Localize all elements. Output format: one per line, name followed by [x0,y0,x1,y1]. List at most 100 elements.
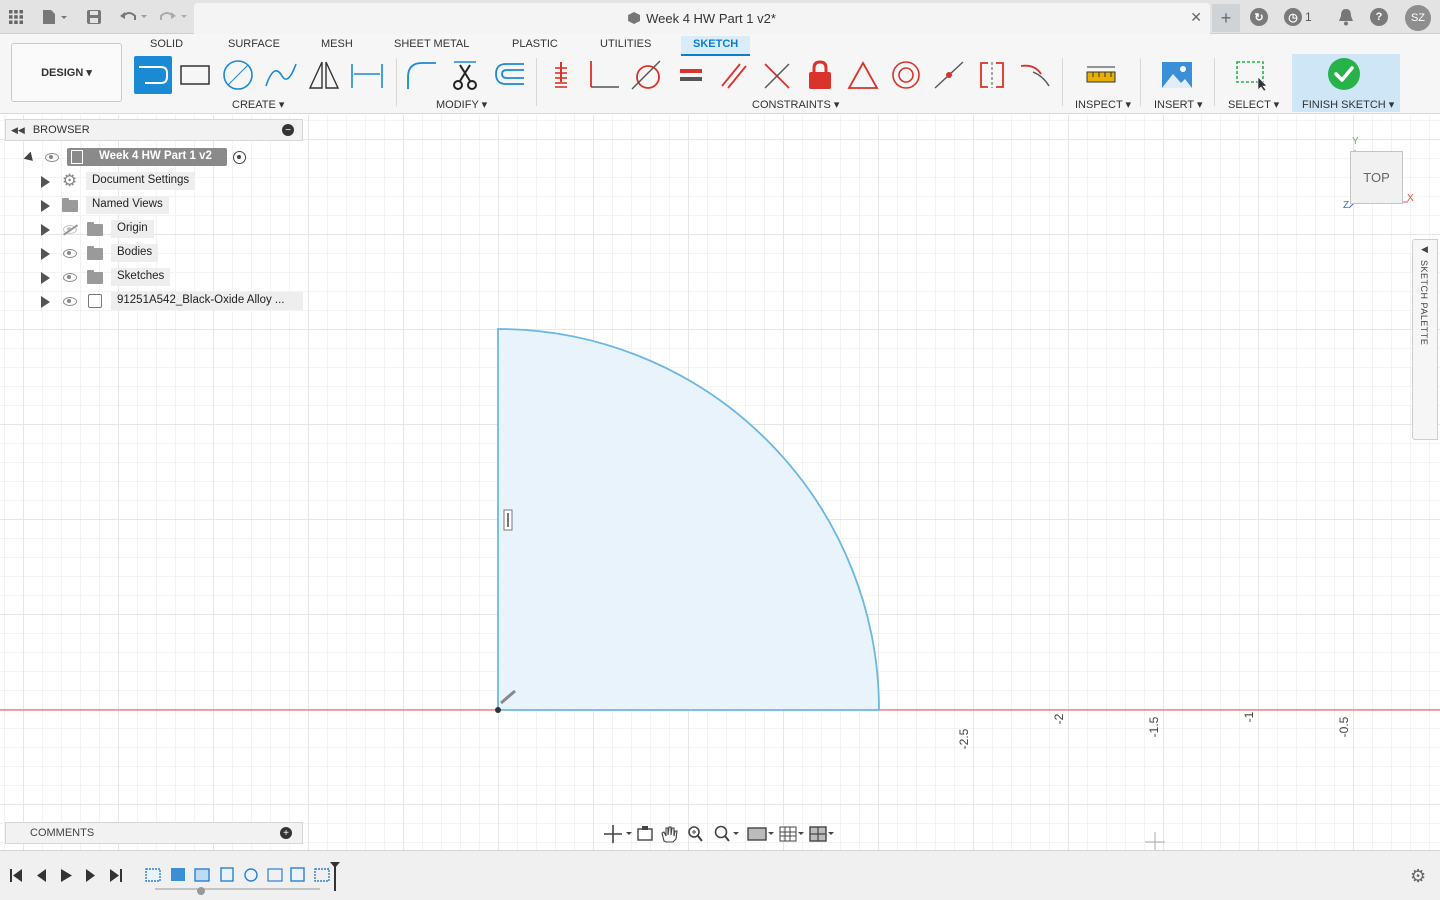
root-label: Week 4 HW Part 1 v2 [99,150,212,162]
visibility-eye-icon[interactable] [63,297,77,306]
timeline-settings-gear-icon[interactable]: ⚙ [1410,866,1427,886]
separator [1062,58,1063,106]
help-icon[interactable]: ? [1370,8,1388,26]
inspect-menu[interactable]: INSPECT ▾ [1075,99,1132,111]
undo-icon[interactable] [118,6,150,28]
save-icon[interactable] [86,6,102,28]
tab-mesh[interactable]: MESH [321,38,353,50]
spline-tool-button[interactable] [262,56,300,94]
expand-triangle-icon[interactable] [41,296,50,308]
insert-image-button[interactable] [1158,56,1196,94]
browser-item-named-views[interactable]: Named Views [5,196,303,216]
new-tab-button[interactable]: + [1212,4,1240,32]
activate-radio-icon[interactable] [233,151,246,164]
browser-item-sketches[interactable]: Sketches [5,268,303,288]
visibility-eye-icon[interactable] [63,249,77,258]
viewcube-z-label: Z [1343,200,1350,211]
viewcube-top-face[interactable]: TOP [1350,151,1403,204]
browser-item-bodies[interactable]: Bodies [5,244,303,264]
fix-lock-constraint-button[interactable] [801,56,839,94]
folder-icon [87,246,103,260]
trim-tool-button[interactable] [446,56,484,94]
line-tool-button[interactable] [134,56,172,94]
expand-triangle-icon[interactable] [41,200,50,212]
separator [396,58,397,106]
browser-item-component[interactable]: 91251A542_Black-Oxide Alloy ... [5,292,303,312]
axis-tick-label: -2.5 [957,728,971,749]
browser-item-origin[interactable]: Origin [5,220,303,240]
checkmark-icon [1328,58,1360,90]
document-tab[interactable]: Week 4 HW Part 1 v2* ✕ [194,3,1210,34]
dimension-tool-button[interactable] [348,56,386,94]
clock-notification[interactable]: ◷ 1 [1284,8,1312,26]
fillet-tool-button[interactable] [402,56,440,94]
notification-count: 1 [1305,10,1312,24]
tab-plastic[interactable]: PLASTIC [512,38,558,50]
tab-surface[interactable]: SURFACE [228,38,280,50]
browser-item-label: Origin [111,220,154,238]
symmetry-constraint-button[interactable] [973,56,1011,94]
expand-triangle-icon[interactable] [41,272,50,284]
close-tab-icon[interactable]: ✕ [1190,9,1202,25]
visibility-eye-icon[interactable] [45,153,59,162]
select-menu[interactable]: SELECT ▾ [1228,99,1280,111]
collapse-arrow-icon[interactable]: ◀ [1421,244,1428,254]
expand-triangle-icon[interactable] [41,176,50,188]
create-menu[interactable]: CREATE ▾ [232,99,285,111]
comments-panel[interactable]: COMMENTS + [5,822,303,844]
measure-tool-button[interactable] [1082,56,1120,94]
tab-sheet-metal[interactable]: SHEET METAL [394,38,470,50]
app-grid-icon[interactable] [8,6,24,28]
offset-tool-button[interactable] [490,56,528,94]
insert-menu[interactable]: INSERT ▾ [1154,99,1203,111]
mirror-tool-button[interactable] [305,56,343,94]
coincident-constraint-button[interactable] [585,56,623,94]
concentric-constraint-button[interactable] [887,56,925,94]
collinear-constraint-button[interactable] [930,56,968,94]
title-bar: Week 4 HW Part 1 v2* ✕ + ↻ ◷ 1 ? SZ [0,0,1440,34]
user-avatar[interactable]: SZ [1405,5,1431,31]
select-tool-button[interactable] [1232,56,1270,94]
browser-minimize-icon[interactable]: − [282,124,294,136]
workspace-switcher-button[interactable]: DESIGN ▾ [11,43,122,102]
midpoint-constraint-button[interactable] [844,56,882,94]
job-status-icon[interactable]: ↻ [1250,8,1268,26]
expand-triangle-icon[interactable] [41,248,50,260]
file-menu-icon[interactable] [40,6,70,28]
look-at-icon [637,826,653,841]
perpendicular-constraint-button[interactable] [758,56,796,94]
tab-sketch[interactable]: SKETCH [681,36,751,56]
horizontal-vertical-constraint-button[interactable] [542,56,580,94]
circle-tool-button[interactable] [219,56,257,94]
rectangle-tool-button[interactable] [176,56,214,94]
browser-item-document-settings[interactable]: ⚙ Document Settings [5,172,303,192]
zoom-window-icon [714,825,739,842]
ribbon-toolbar: DESIGN ▾ SOLID SURFACE MESH SHEET METAL … [0,34,1440,114]
redo-icon[interactable] [158,6,190,28]
equal-constraint-button[interactable] [672,56,710,94]
bell-icon[interactable] [1338,8,1354,29]
tangent-constraint-button[interactable] [628,56,666,94]
grid-settings-icon [779,826,804,842]
constraints-menu[interactable]: CONSTRAINTS ▾ [752,99,840,111]
visibility-eye-icon[interactable] [63,273,77,282]
separator [1140,58,1141,106]
tab-utilities[interactable]: UTILITIES [600,38,652,50]
browser-root-row[interactable]: Week 4 HW Part 1 v2 [5,148,303,168]
finish-sketch-button[interactable]: FINISH SKETCH ▾ [1292,54,1400,112]
clock-icon: ◷ [1284,8,1302,26]
expand-triangle-icon[interactable] [41,224,50,236]
expanded-triangle-icon[interactable] [23,151,37,165]
workspace-label: DESIGN [41,66,84,79]
curvature-constraint-button[interactable] [1016,56,1054,94]
timeline-bar: ⚙ [0,850,1440,900]
collapse-browser-icon[interactable]: ◀◀ [11,124,25,135]
modify-menu[interactable]: MODIFY ▾ [436,99,488,111]
sketch-canvas[interactable]: -2.5 -2 -1.5 -1 -0.5 [0,115,1440,850]
browser-item-label: Document Settings [86,172,196,190]
sketch-palette-panel[interactable]: ◀ SKETCH PALETTE [1412,239,1438,440]
parallel-constraint-button[interactable] [715,56,753,94]
browser-title: BROWSER [32,124,90,136]
add-comment-icon[interactable]: + [280,827,292,839]
tab-solid[interactable]: SOLID [150,38,184,50]
